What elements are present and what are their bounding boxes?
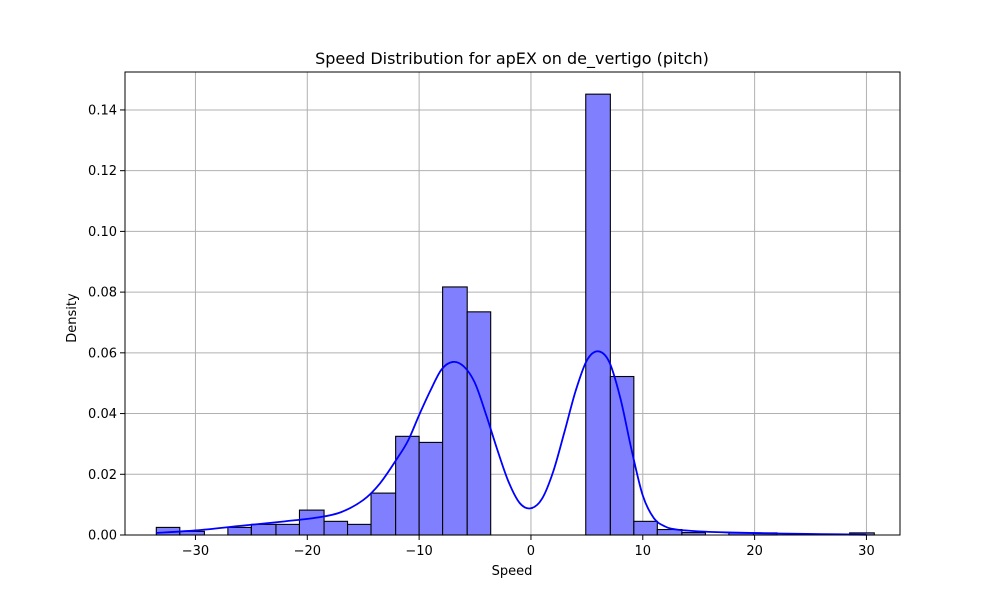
histogram-bar <box>419 442 442 535</box>
histogram-bar <box>276 524 299 535</box>
histogram-bar <box>610 377 633 535</box>
x-tick-label: 0 <box>527 544 535 559</box>
kde-curve <box>156 351 866 534</box>
x-tick-label: 10 <box>635 544 652 559</box>
y-tick-label: 0.06 <box>88 346 117 361</box>
x-axis-label: Speed <box>492 564 533 579</box>
x-tick-label: −30 <box>182 544 209 559</box>
x-tick-label: −20 <box>294 544 321 559</box>
histogram-bar <box>228 527 251 535</box>
histogram-bar <box>586 94 611 535</box>
x-tick-label: 20 <box>746 544 763 559</box>
histogram-bar <box>324 521 347 535</box>
y-axis-ticks: 0.00 0.02 0.04 0.06 0.08 0.10 0.12 0.14 <box>88 103 125 543</box>
y-tick-label: 0.08 <box>88 286 117 301</box>
plot-frame <box>125 72 900 535</box>
x-tick-label: 30 <box>858 544 875 559</box>
histogram-bar <box>467 312 490 535</box>
histogram-bars <box>156 94 874 535</box>
y-tick-label: 0.10 <box>88 225 117 240</box>
y-tick-label: 0.12 <box>88 164 117 179</box>
histogram-bar <box>443 287 468 535</box>
y-axis-label: Density <box>65 293 80 343</box>
histogram-bar <box>396 436 419 535</box>
y-tick-label: 0.00 <box>88 529 117 544</box>
y-tick-label: 0.14 <box>88 103 117 118</box>
y-tick-label: 0.04 <box>88 407 117 422</box>
histogram-bar <box>371 493 396 535</box>
histogram-bar <box>251 524 276 535</box>
histogram-bar <box>634 521 657 535</box>
x-tick-label: −10 <box>405 544 432 559</box>
chart-title: Speed Distribution for apEX on de_vertig… <box>315 49 709 69</box>
y-tick-label: 0.02 <box>88 468 117 483</box>
histogram-bar <box>299 510 324 535</box>
x-axis-ticks: −30 −20 −10 0 10 20 30 <box>182 535 875 559</box>
grid <box>125 72 900 535</box>
histogram-bar <box>348 524 371 535</box>
